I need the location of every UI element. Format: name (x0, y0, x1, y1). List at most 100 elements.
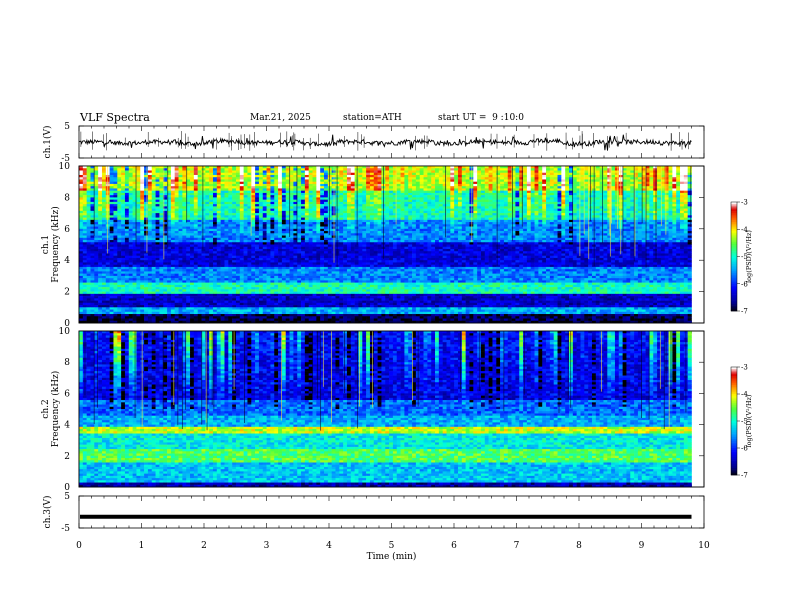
ch1-spectrogram-cell (572, 177, 577, 180)
ch1-spectrogram-cell (186, 177, 191, 180)
ch1-spectrogram-cell (500, 186, 505, 189)
ch1-spectrogram-cell (419, 224, 424, 227)
ch1-spectrogram-cell (419, 228, 424, 232)
ch1-spectrogram-cell (664, 166, 669, 169)
ch1-spectrogram-cell (316, 186, 321, 189)
ch1-spectrogram-cell (507, 188, 512, 191)
ch1-spectrogram-cell (262, 190, 267, 194)
ch1-spectrogram-cell (660, 172, 666, 176)
ch1-spectrogram-cell (431, 179, 436, 182)
ch1-spectrogram-cell (660, 208, 666, 212)
ch1-spectrogram-cell (258, 222, 264, 225)
ch1-spectrogram-cell (235, 224, 241, 227)
ch1-spectrogram-cell (427, 190, 432, 194)
ch1-spectrogram-cell (553, 217, 558, 221)
ch1-spectrogram-cell (335, 199, 340, 203)
ch1-spectrogram-cell (140, 208, 145, 212)
ch1-spectrogram-cell (304, 224, 309, 227)
ch1-spectrogram-cell (132, 170, 137, 174)
ch1-spectrogram-cell (576, 201, 581, 205)
ch1-spectrogram-cell (634, 172, 639, 176)
ch1-spectrogram-cell (637, 224, 643, 227)
ch1-spectrogram-cell (431, 206, 436, 209)
ch1-spectrogram-cell (603, 174, 608, 178)
ch1-spectrogram-cell (358, 181, 363, 185)
ch1-spectrogram-cell (128, 217, 133, 221)
ch1-spectrogram-cell (346, 231, 352, 234)
ch1-spectrogram-cell (121, 213, 126, 216)
ch1-spectrogram-cell (209, 192, 214, 196)
ch1-spectrogram-cell (339, 233, 344, 236)
ch1-spectrogram-cell (255, 177, 260, 180)
ch1-spectrogram-cell (79, 181, 84, 185)
ch1-spectrogram-cell (672, 172, 677, 176)
ch1-spectrogram-cell (178, 195, 183, 198)
ch1-spectrogram-cell (377, 195, 382, 198)
ch1-spectrogram-cell (224, 215, 229, 218)
ch1-spectrogram-cell (580, 195, 585, 198)
ch1-spectrogram-cell (404, 233, 409, 236)
ch1-spectrogram-cell (170, 170, 176, 174)
ch1-spectrogram-cell (503, 206, 509, 209)
ch1-spectrogram-cell (515, 204, 520, 207)
ch1-spectrogram-cell (163, 222, 168, 225)
ch1-spectrogram-cell (400, 190, 405, 194)
ch1-spectrogram-cell (561, 183, 566, 187)
ch1-spectrogram-cell (121, 201, 126, 205)
ch1-spectrogram-cell (304, 172, 309, 176)
ch1-spectrogram-cell (565, 177, 570, 180)
ch1-spectrogram-cell (672, 204, 677, 207)
ch1-spectrogram-cell (599, 190, 604, 194)
ch1-spectrogram-cell (258, 233, 264, 236)
ch1-spectrogram-cell (98, 210, 103, 214)
ch1-spectrogram-cell (251, 224, 256, 227)
ch1-spectrogram-cell (209, 168, 214, 171)
ch1-spectrogram-cell (427, 208, 432, 212)
ch1-spectrogram-cell (109, 192, 114, 196)
ch1-spectrogram-cell (438, 197, 443, 200)
ch1-spectrogram-cell (534, 181, 539, 185)
ch1-spectrogram-cell (346, 186, 352, 189)
ch1-spectrogram-cell (687, 181, 692, 185)
ch1-spectrogram-cell (496, 183, 501, 187)
ch1-spectrogram-cell (182, 172, 187, 176)
ch1-spectrogram-cell (546, 204, 551, 207)
ch1-spectrogram-cell (151, 222, 156, 225)
ch1-spectrogram-cell (285, 215, 290, 218)
ch1-spectrogram-cell (193, 204, 198, 207)
ch1-spectrogram-cell (324, 233, 329, 236)
ch1-spectrogram-cell (519, 188, 524, 191)
ch1-spectrogram-cell (404, 166, 409, 169)
ch1-spectrogram-cell (676, 213, 681, 216)
ch1-spectrogram-cell (653, 190, 658, 194)
ch1-spectrogram-cell (117, 174, 122, 178)
ch1-spectrogram-cell (281, 197, 287, 200)
ch1-spectrogram-cell (235, 181, 241, 185)
ch1-spectrogram-cell (101, 195, 107, 198)
ch1-spectrogram-cell (151, 166, 156, 169)
ch1-spectrogram-cell (404, 213, 409, 216)
ch1-spectrogram-cell (473, 233, 478, 236)
ch1-spectrogram-cell (136, 183, 141, 187)
ch1-spectrogram-cell (174, 197, 179, 200)
ch1-spectrogram-cell (683, 208, 688, 212)
ch1-spectrogram-cell (197, 233, 202, 236)
ch1-spectrogram-cell (400, 168, 405, 171)
ch1-spectrogram-cell (435, 168, 440, 171)
ch1-spectrogram-cell (542, 215, 547, 218)
ch1-spectrogram-cell (595, 166, 600, 169)
ch1-spectrogram-cell (101, 172, 107, 176)
ch1-spectrogram-cell (316, 201, 321, 205)
ch1-spectrogram-cell (212, 179, 218, 182)
ch1-spectrogram-cell (159, 190, 164, 194)
ch1-spectrogram-cell (197, 181, 202, 185)
ch1-spectrogram-cell (243, 233, 248, 236)
ch1-spectrogram-cell (584, 231, 589, 234)
ch1-spectrogram-cell (392, 213, 398, 216)
ch1-spectrogram-cell (297, 174, 302, 178)
ch1-spectrogram-cell (136, 217, 141, 221)
ch1-spectrogram-cell (454, 208, 459, 212)
ch1-spectrogram-cell (477, 213, 482, 216)
ch1-spectrogram-cell (603, 197, 608, 200)
ch1-spectrogram-cell (201, 170, 206, 174)
